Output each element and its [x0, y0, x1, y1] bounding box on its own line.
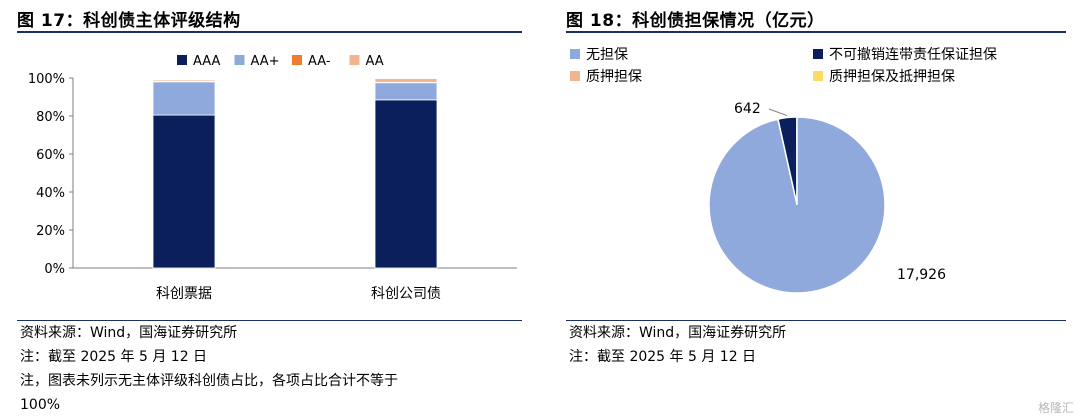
- leader-line: [768, 108, 788, 117]
- source-note: 资料来源：Wind，国海证券研究所: [20, 325, 238, 341]
- bar-segment: [374, 78, 438, 83]
- legend-swatch: [570, 71, 580, 81]
- legend-label: AAA: [193, 54, 221, 69]
- data-label: 642: [734, 101, 761, 117]
- bar-segment: [374, 99, 438, 269]
- legend-swatch: [570, 49, 580, 59]
- data-label: 17,926: [897, 267, 946, 283]
- legend-item: 不可撤销连带责任保证担保: [813, 44, 997, 64]
- bar-segment: [374, 82, 438, 101]
- legend-label: 质押担保及抵押担保: [829, 69, 955, 85]
- bar-chart: AAA AA+ AA- AA 0% 20% 40% 60% 80% 100% 科创票据 科创公司债: [28, 54, 517, 302]
- bar-segment: [152, 79, 216, 82]
- date-note: 注：截至 2025 年 5 月 12 日: [569, 349, 757, 365]
- legend-label: AA-: [308, 54, 331, 69]
- bar-segment: [152, 114, 216, 269]
- legend-swatch: [234, 55, 245, 65]
- chart-title: 图 17：科创债主体评级结构: [17, 11, 241, 31]
- y-tick-label: 40%: [36, 186, 65, 201]
- legend-label: 不可撤销连带责任保证担保: [829, 47, 997, 63]
- x-tick-label: 科创公司债: [371, 286, 441, 302]
- footer-rule: [17, 320, 522, 321]
- watermark-logo: 格隆汇: [1037, 401, 1074, 415]
- pie-slice: [708, 116, 886, 294]
- y-tick-label: 20%: [36, 224, 65, 239]
- chart-title: 图 18：科创债担保情况（亿元）: [566, 11, 825, 31]
- x-tick-label: 科创票据: [156, 286, 212, 302]
- legend-swatch: [292, 55, 302, 65]
- legend-swatch: [349, 55, 360, 65]
- source-note: 资料来源：Wind，国海证券研究所: [569, 325, 787, 341]
- legend-label: AA: [366, 54, 384, 69]
- coverage-note: 注，图表未列示无主体评级科创债占比，各项占比合计不等于: [20, 373, 398, 389]
- pie-chart: 17,926 642: [708, 101, 946, 294]
- y-tick-label: 80%: [36, 110, 65, 125]
- footer-rule: [566, 320, 1066, 321]
- legend-swatch: [813, 71, 823, 81]
- title-rule: [566, 31, 1066, 33]
- bar-segment: [152, 81, 216, 116]
- bar-legend: AAA AA+ AA- AA: [177, 54, 384, 69]
- legend-swatch: [813, 49, 823, 59]
- legend-label: 无担保: [586, 47, 628, 63]
- legend-item: 无担保: [570, 44, 628, 64]
- y-tick-label: 0%: [44, 262, 65, 277]
- y-tick-label: 60%: [36, 148, 65, 163]
- date-note: 注：截至 2025 年 5 月 12 日: [20, 349, 208, 365]
- legend-label: AA+: [251, 54, 280, 69]
- legend-label: 质押担保: [586, 69, 642, 85]
- pie-chart-panel: 图 18：科创债担保情况（亿元） 无担保 不可撤销连带责任保证担保质押担保 质押担保…: [566, 0, 1066, 420]
- coverage-note-cont: 100%: [20, 397, 61, 413]
- legend-item: 质押担保: [570, 66, 642, 86]
- legend-item: 质押担保及抵押担保: [813, 66, 955, 86]
- legend-swatch: [177, 55, 187, 65]
- bar-chart-panel: 图 17：科创债主体评级结构 AAA AA+ AA- AA 0% 20% 40% 60% 80%…: [17, 0, 522, 420]
- y-tick-label: 100%: [28, 72, 65, 87]
- title-rule: [17, 31, 522, 33]
